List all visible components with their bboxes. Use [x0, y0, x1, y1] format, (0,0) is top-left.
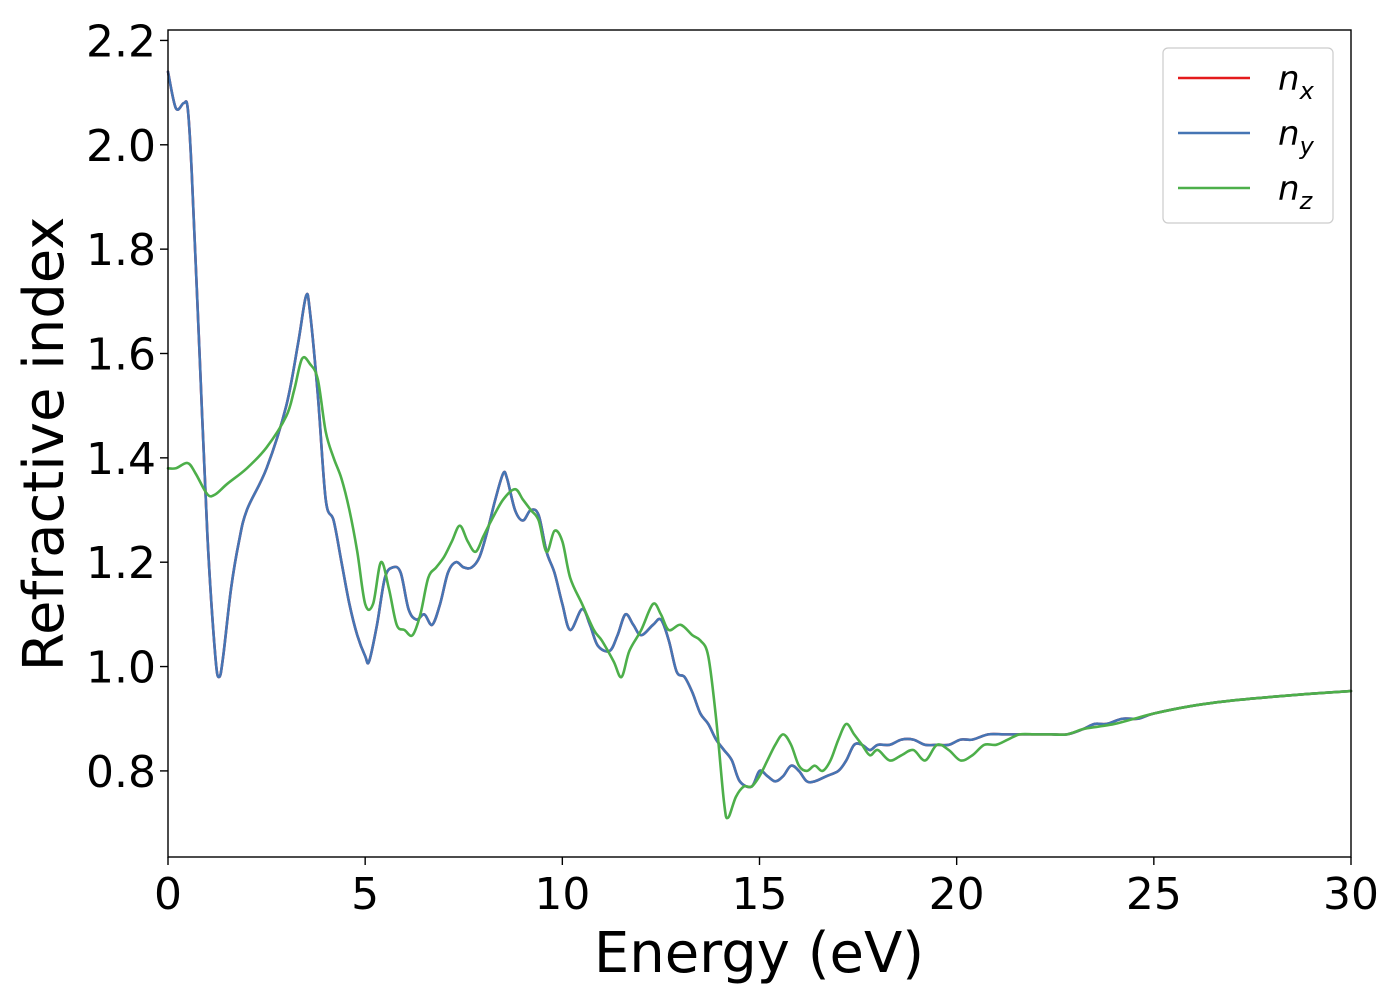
legend-label-nz: nz	[1278, 169, 1314, 215]
x-axis-title: Energy (eV)	[594, 921, 924, 986]
legend-label-ny: ny	[1278, 114, 1315, 160]
legend-label-name: n	[1278, 59, 1300, 99]
series-line-ny	[166, 70, 1353, 789]
legend-label-name: n	[1278, 169, 1300, 209]
y-tick-label: 2.0	[86, 121, 156, 172]
x-tick-label: 20	[929, 869, 985, 920]
plot-background	[168, 30, 1351, 857]
legend-label-subscript: y	[1299, 132, 1315, 160]
y-axis-ticks: 0.8 1.0 1.2 1.4 1.6 1.8 2.0 2.2	[86, 16, 168, 798]
legend-label-nx: nx	[1278, 59, 1315, 105]
legend-label-subscript: x	[1299, 77, 1315, 105]
y-tick-label: 1.2	[86, 538, 156, 589]
y-axis-title: Refractive index	[12, 217, 77, 672]
x-tick-label: 25	[1126, 869, 1182, 920]
y-tick-label: 1.6	[86, 329, 156, 380]
x-tick-label: 10	[534, 869, 590, 920]
y-tick-label: 1.0	[86, 643, 156, 694]
y-tick-label: 2.2	[86, 16, 156, 67]
x-tick-label: 30	[1323, 869, 1379, 920]
x-tick-label: 5	[351, 869, 379, 920]
legend-label-subscript: z	[1299, 187, 1314, 215]
y-tick-label: 1.4	[86, 434, 156, 485]
y-tick-label: 1.8	[86, 225, 156, 276]
series-line-nz	[166, 355, 1353, 820]
legend-label-name: n	[1278, 114, 1300, 154]
series-layer	[166, 70, 1353, 820]
x-tick-label: 15	[732, 869, 788, 920]
y-tick-label: 0.8	[86, 747, 156, 798]
x-axis-ticks: 0 5 10 15 20 25 30	[154, 857, 1379, 920]
legend-box	[1162, 47, 1334, 224]
x-tick-label: 0	[154, 869, 182, 920]
